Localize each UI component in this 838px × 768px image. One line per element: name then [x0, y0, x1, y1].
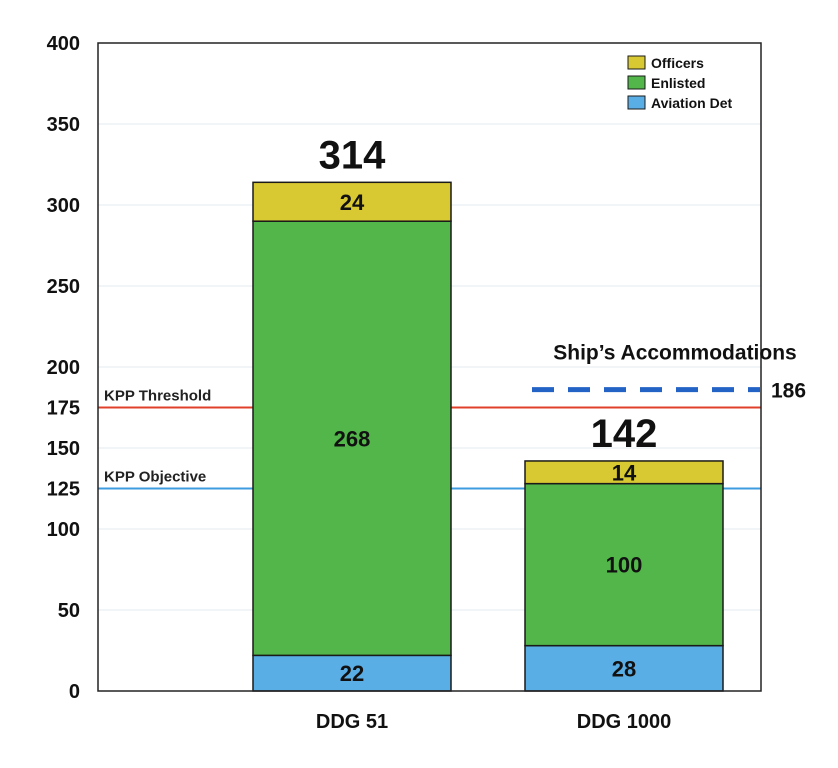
- ship-accommodations: Ship’s Accommodations 186: [532, 342, 806, 403]
- legend: Officers Enlisted Aviation Det: [627, 55, 732, 111]
- bar-segment-label: 268: [334, 426, 371, 451]
- x-category-label: DDG 1000: [577, 711, 672, 733]
- bar-segment-label: 100: [606, 553, 643, 578]
- bar-segment-label: 24: [340, 190, 365, 215]
- y-tick-label: 200: [47, 357, 80, 379]
- plot-frame: [97, 42, 762, 692]
- bar-segment: [252, 220, 452, 657]
- y-tick-label: 50: [58, 600, 80, 622]
- legend-entry: Officers: [651, 55, 704, 71]
- y-tick-label: 100: [47, 519, 80, 541]
- legend-swatch: [627, 95, 646, 110]
- bar-segment: [252, 181, 452, 222]
- y-tick-label: 250: [47, 276, 80, 298]
- y-tick-label: 300: [47, 195, 80, 217]
- legend-swatch: [627, 75, 646, 90]
- bar-segment-label: 28: [612, 656, 636, 681]
- bar-segment: [524, 460, 724, 485]
- x-category-label: DDG 51: [316, 711, 388, 733]
- bar-segment-label: 22: [340, 661, 364, 686]
- bar-segment: [524, 482, 724, 647]
- bars: 22 268 24 314 28 100 14 142: [252, 133, 724, 692]
- reference-line-label: KPP Threshold: [104, 388, 211, 405]
- legend-entry: Enlisted: [651, 75, 705, 91]
- accommodations-title: Ship’s Accommodations: [553, 342, 796, 365]
- y-tick-label: 0: [69, 681, 80, 703]
- y-tick-label: 150: [47, 438, 80, 460]
- legend-swatch: [627, 55, 646, 70]
- y-tick-label: 400: [47, 33, 80, 55]
- bar-segment: [524, 644, 724, 692]
- bar-segment-label: 14: [612, 460, 637, 485]
- y-axis-ticks: 0 50 100 125 150 175 200 250 300 350 400: [47, 33, 80, 703]
- reference-line-label: KPP Objective: [104, 469, 206, 486]
- bar-total-label: 314: [319, 133, 386, 177]
- legend-entry: Aviation Det: [651, 95, 732, 111]
- y-tick-label: 125: [47, 479, 80, 501]
- x-axis-categories: DDG 51 DDG 1000: [316, 711, 671, 733]
- bar-total-label: 142: [591, 412, 658, 456]
- y-tick-label: 350: [47, 114, 80, 136]
- y-tick-label: 175: [47, 398, 80, 420]
- accommodations-value: 186: [771, 380, 806, 403]
